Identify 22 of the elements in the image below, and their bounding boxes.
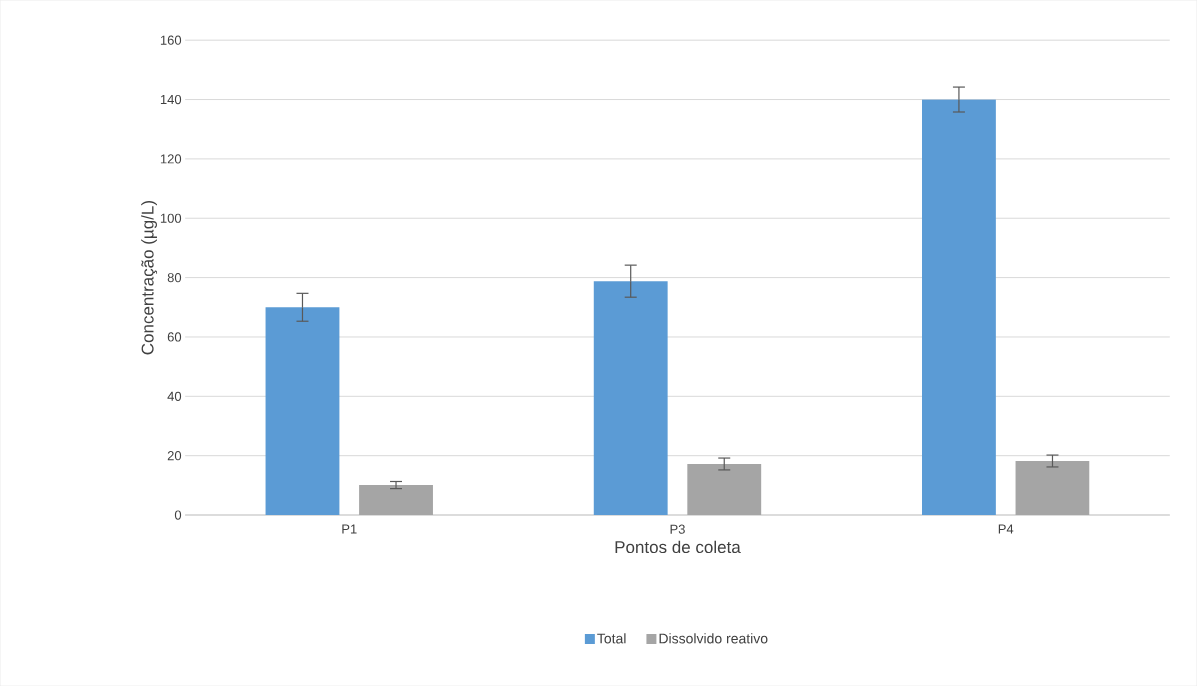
- bar: [593, 281, 668, 515]
- x-tick-label: P3: [670, 524, 685, 534]
- y-tick-label: 0: [174, 510, 182, 520]
- y-tick-label: 160: [160, 35, 182, 45]
- bar: [687, 463, 762, 515]
- legend-label: Dissolvido reativo: [659, 633, 768, 644]
- bar: [922, 99, 996, 515]
- bar: [1015, 460, 1090, 515]
- y-axis-title: Concentração (µg/L): [141, 200, 158, 355]
- legend-label: Total: [597, 633, 626, 644]
- y-tick-label: 100: [160, 213, 182, 223]
- bar: [265, 307, 340, 515]
- x-axis-title: Pontos de coleta: [615, 540, 741, 554]
- y-tick-label: 120: [160, 154, 182, 164]
- y-tick-label: 40: [167, 391, 182, 401]
- y-tick-label: 20: [167, 450, 182, 461]
- y-tick-label: 60: [167, 332, 182, 342]
- y-tick-label: 140: [160, 94, 182, 105]
- x-tick-label: P1: [342, 524, 357, 534]
- x-tick-label: P4: [998, 524, 1014, 534]
- y-tick-label: 80: [167, 272, 182, 283]
- bar: [359, 484, 433, 515]
